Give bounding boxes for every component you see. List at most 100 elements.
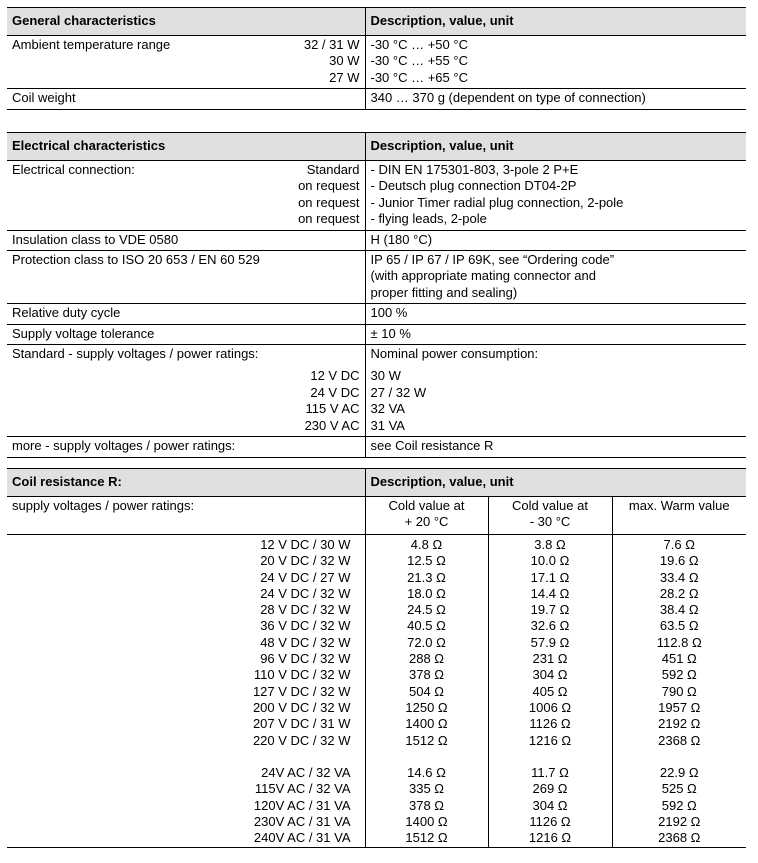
row-label: Protection class to ISO 20 653 / EN 60 5…: [7, 250, 365, 305]
voltage-rating: 28 V DC / 32 W: [260, 602, 351, 618]
voltage-rating: 24 V DC / 27 W: [260, 569, 351, 585]
voltage-rating: 12 V DC / 30 W: [260, 537, 351, 552]
cold-value-20c: 21.3 Ω: [364, 569, 488, 586]
cold-value-20c: 40.5 Ω: [364, 618, 488, 635]
voltage-rating: 110 V DC / 32 W: [253, 667, 351, 683]
coil-resistance-row: 20 V DC / 32 W 12.5 Ω 10.0 Ω 19.6 Ω: [7, 553, 746, 570]
connection-type: on request: [298, 194, 360, 210]
cold-value-20c: 14.6 Ω: [364, 765, 488, 782]
cold-value-20c: 4.8 Ω: [364, 537, 488, 554]
protection-row: Protection class to ISO 20 653 / EN 60 5…: [7, 250, 746, 305]
max-warm-value: 63.5 Ω: [611, 618, 746, 635]
cold-value-minus30c: 19.7 Ω: [487, 602, 612, 619]
value: IP 65 / IP 67 / IP 69K, see “Ordering co…: [370, 252, 615, 268]
coil-resistance-row: 220 V DC / 32 W 1512 Ω 1216 Ω 2368 Ω: [7, 732, 746, 749]
value: (with appropriate mating connector and: [370, 268, 596, 284]
value: -30 °C … +50 °C: [370, 37, 468, 52]
cold-value-20c: 1512 Ω: [364, 830, 488, 848]
cold-value-minus30c: 11.7 Ω: [487, 765, 612, 782]
coil-resistance-row: 48 V DC / 32 W 72.0 Ω 57.9 Ω 112.8 Ω: [7, 634, 746, 652]
column-header: Description, value, unit: [364, 7, 746, 36]
value-heading: Nominal power consumption:: [370, 346, 539, 362]
row-label: Supply voltage tolerance: [7, 324, 365, 346]
spacer-row: [7, 748, 746, 766]
electrical-characteristics-table: Electrical characteristics Description, v…: [7, 132, 746, 458]
cold-value-minus30c: 3.8 Ω: [487, 537, 612, 554]
power: 32 VA: [370, 401, 405, 417]
coil-subheader-row: supply voltages / power ratings: Cold va…: [7, 496, 746, 535]
value: -30 °C … +65 °C: [370, 69, 468, 85]
voltage-rating: 220 V DC / 32 W: [252, 732, 351, 748]
value: 100 %: [364, 303, 746, 325]
max-warm-value: 7.6 Ω: [611, 537, 746, 554]
column-header: + 20 °C: [404, 514, 449, 530]
cold-value-minus30c: 17.1 Ω: [487, 569, 612, 586]
coil-resistance-row: 24V AC / 32 VA 14.6 Ω 11.7 Ω 22.9 Ω: [7, 765, 746, 782]
coil-resistance-row: 24 V DC / 32 W 18.0 Ω 14.4 Ω 28.2 Ω: [7, 585, 746, 603]
value: proper fitting and sealing): [370, 284, 518, 300]
coil-resistance-row: 36 V DC / 32 W 40.5 Ω 32.6 Ω 63.5 Ω: [7, 618, 746, 635]
insulation-row: Insulation class to VDE 0580 H (180 °C): [7, 230, 746, 252]
cold-value-minus30c: 304 Ω: [487, 667, 612, 684]
coil-resistance-row: 115V AC / 32 VA 335 Ω 269 Ω 525 Ω: [7, 781, 746, 798]
row-label: Electrical connection:: [12, 162, 135, 177]
cold-value-minus30c: 32.6 Ω: [487, 618, 612, 635]
cold-value-minus30c: 269 Ω: [487, 781, 612, 798]
value: H (180 °C): [364, 230, 746, 252]
connection-type: Standard: [306, 162, 360, 177]
value: -30 °C … +55 °C: [370, 53, 468, 69]
max-warm-value: 28.2 Ω: [611, 585, 746, 603]
standard-voltages-row: Standard - supply voltages / power ratin…: [7, 344, 746, 438]
max-warm-value: 2192 Ω: [611, 814, 746, 831]
cold-value-minus30c: 1126 Ω: [487, 814, 612, 831]
coil-resistance-row: 12 V DC / 30 W 4.8 Ω 3.8 Ω 7.6 Ω: [7, 537, 746, 554]
rating: 32 / 31 W: [303, 37, 360, 52]
spacer-row: [7, 534, 746, 537]
cold-value-20c: 24.5 Ω: [364, 602, 488, 619]
cell: [364, 534, 488, 537]
more-voltages-row: more - supply voltages / power ratings: s…: [7, 436, 746, 458]
max-warm-value: 19.6 Ω: [611, 553, 746, 570]
voltage: 12 V DC: [310, 368, 360, 384]
row-label: Ambient temperature range: [12, 37, 171, 52]
connection-type: on request: [298, 178, 360, 194]
cold-value-20c: 12.5 Ω: [364, 553, 488, 570]
cold-value-minus30c: 10.0 Ω: [487, 553, 612, 570]
max-warm-value: 2368 Ω: [611, 830, 746, 848]
value: see Coil resistance R: [364, 436, 746, 458]
power: 30 W: [370, 368, 401, 384]
max-warm-value: 22.9 Ω: [611, 765, 746, 782]
voltage-rating: 115V AC / 32 VA: [254, 781, 351, 797]
max-warm-value: 592 Ω: [611, 797, 746, 815]
rating: 30 W: [329, 53, 360, 69]
section-header: Coil resistance R:: [7, 468, 365, 497]
row-label: Relative duty cycle: [7, 303, 365, 325]
voltage-rating: 24V AC / 32 VA: [261, 765, 351, 781]
max-warm-value: 2368 Ω: [611, 732, 746, 749]
section-header: General characteristics: [7, 7, 365, 36]
coil-resistance-row: 120V AC / 31 VA 378 Ω 304 Ω 592 Ω: [7, 797, 746, 815]
voltage-rating: 36 V DC / 32 W: [260, 618, 351, 634]
voltage-rating: 207 V DC / 31 W: [252, 716, 351, 732]
voltage: 230 V AC: [304, 417, 360, 433]
section-header: Electrical characteristics: [7, 132, 365, 161]
row-label: Coil weight: [7, 88, 365, 110]
cold-value-20c: 1400 Ω: [364, 716, 488, 733]
value: - Deutsch plug connection DT04-2P: [370, 178, 577, 194]
voltage-rating: 20 V DC / 32 W: [260, 553, 351, 569]
cell: [611, 534, 746, 537]
voltage-rating: 24 V DC / 32 W: [260, 585, 351, 601]
column-header: max. Warm value: [628, 498, 730, 513]
value: - flying leads, 2-pole: [370, 211, 487, 227]
cold-value-20c: 18.0 Ω: [364, 585, 488, 603]
max-warm-value: 112.8 Ω: [611, 634, 746, 652]
row-label: supply voltages / power ratings:: [7, 496, 365, 535]
cold-value-20c: 378 Ω: [364, 667, 488, 684]
cold-value-minus30c: 1216 Ω: [487, 830, 612, 848]
max-warm-value: 525 Ω: [611, 781, 746, 798]
coil-resistance-row: 240V AC / 31 VA 1512 Ω 1216 Ω 2368 Ω: [7, 830, 746, 848]
coil-resistance-row: 127 V DC / 32 W 504 Ω 405 Ω 790 Ω: [7, 683, 746, 700]
coil-weight-row: Coil weight 340 … 370 g (dependent on typ…: [7, 88, 746, 110]
voltage-rating: 230V AC / 31 VA: [253, 814, 351, 830]
